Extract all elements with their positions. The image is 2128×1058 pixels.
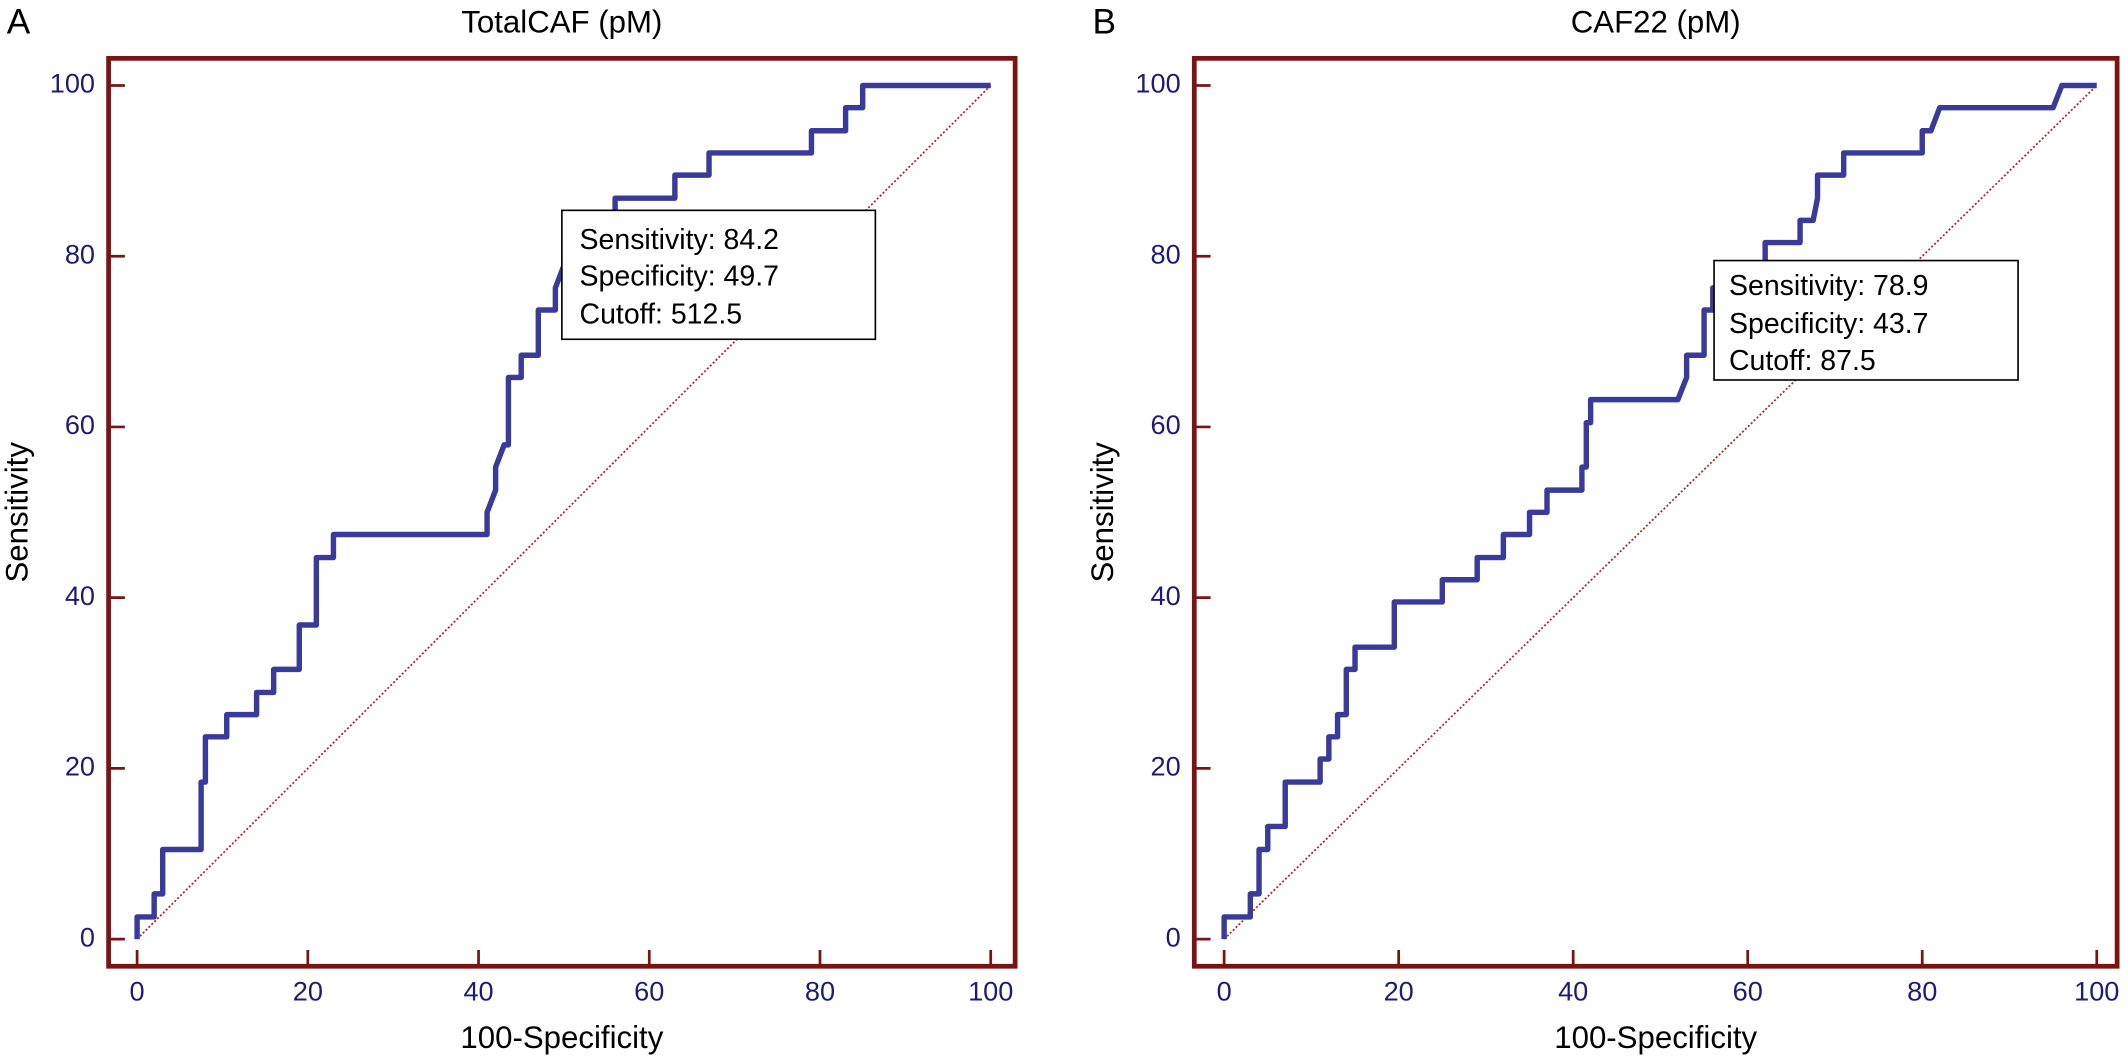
x-tick-label: 0 — [1217, 976, 1232, 1007]
y-axis-label: Sensitivity — [1085, 442, 1120, 583]
annotation-box — [561, 209, 877, 341]
plot-frame — [1191, 55, 2120, 969]
x-tick-label: 60 — [1733, 976, 1763, 1007]
x-tick-label: 20 — [293, 976, 323, 1007]
y-tick-label: 80 — [65, 238, 95, 269]
y-tick-label: 100 — [1135, 68, 1180, 99]
panel-label: A — [7, 3, 31, 42]
annotation-text: Sensitivity: 78.9 — [1729, 270, 1928, 302]
reference-line — [1223, 84, 2098, 940]
panel-label: B — [1092, 3, 1116, 42]
chart-title: CAF22 (pM) — [1571, 5, 1741, 40]
y-tick-label: 20 — [65, 751, 95, 782]
x-tick-label: 40 — [1558, 976, 1588, 1007]
x-tick-label: 80 — [1907, 976, 1937, 1007]
y-tick-label: 100 — [50, 68, 95, 99]
y-tick-label: 20 — [1151, 751, 1181, 782]
x-axis-label: 100-Specificity — [1554, 1020, 1757, 1055]
annotation-text: Sensitivity: 84.2 — [580, 224, 780, 256]
x-tick-label: 100 — [2074, 976, 2119, 1007]
y-tick-label: 40 — [65, 580, 95, 611]
x-tick-label: 60 — [634, 976, 664, 1007]
annotation-text: Cutoff: 87.5 — [1729, 345, 1876, 377]
x-tick-label: 40 — [463, 976, 493, 1007]
y-axis-label: Sensitivity — [0, 442, 34, 583]
annotation-text: Cutoff: 512.5 — [580, 299, 743, 331]
x-tick-label: 20 — [1384, 976, 1414, 1007]
y-tick-label: 0 — [80, 921, 95, 952]
y-tick-label: 60 — [65, 409, 95, 440]
annotation-text: Specificity: 43.7 — [1729, 308, 1928, 340]
x-tick-label: 80 — [805, 976, 835, 1007]
y-tick-label: 40 — [1151, 580, 1181, 611]
plot-frame — [106, 55, 1018, 969]
x-axis-label: 100-Specificity — [460, 1020, 663, 1055]
roc-curve — [134, 82, 991, 940]
chart-title: TotalCAF (pM) — [461, 5, 662, 40]
y-tick-label: 0 — [1166, 921, 1181, 952]
x-tick-label: 0 — [130, 976, 145, 1007]
annotation-text: Specificity: 49.7 — [580, 261, 780, 293]
roc-curve — [1221, 82, 2097, 940]
annotation-box — [1713, 259, 2019, 381]
y-tick-label: 60 — [1151, 409, 1181, 440]
x-tick-label: 100 — [968, 976, 1013, 1007]
y-tick-label: 80 — [1151, 238, 1181, 269]
